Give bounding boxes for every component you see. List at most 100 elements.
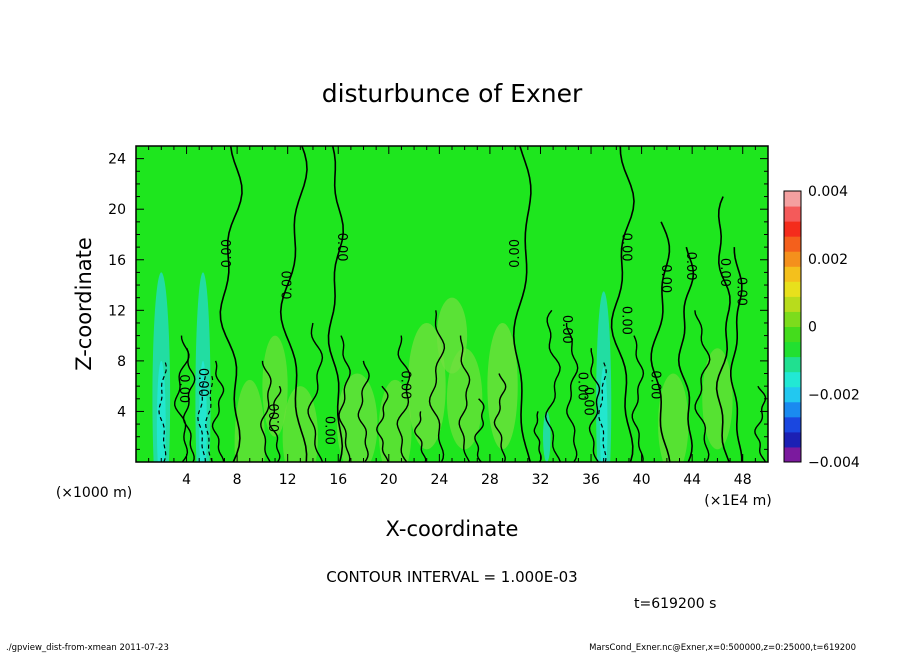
colorbar-swatch — [784, 311, 801, 327]
contour-interval: CONTOUR INTERVAL = 1.000E-03 — [326, 568, 577, 586]
contour-line — [279, 146, 308, 462]
field-patch — [336, 373, 378, 462]
contour-label: 0.00 — [581, 387, 596, 416]
colorbar-frame — [783, 190, 802, 463]
contour-label: 0.00 — [559, 315, 574, 344]
contour-line-short — [474, 398, 485, 462]
contour-label: 0.00 — [220, 239, 235, 268]
x-tick-label: 44 — [683, 472, 701, 488]
contour-line-short — [631, 335, 645, 462]
contour-line — [327, 146, 345, 462]
field-patch — [234, 379, 265, 462]
footer-left: ./gpview_dist-from-xmean 2011-07-23 — [6, 643, 169, 653]
contour-line-short — [544, 309, 562, 462]
x-tick-label: 12 — [279, 472, 297, 488]
contour-line-short — [458, 335, 471, 462]
contour-labels: 0.000.000.00 0.00 0.000.00 0.00 0.000.000.00… — [176, 233, 749, 445]
y-tick-label: 24 — [108, 152, 126, 168]
contour-line-negative — [598, 360, 607, 462]
contour-line-short — [260, 360, 272, 462]
colorbar-swatch — [784, 236, 801, 252]
contour-label: 0.00 — [397, 370, 412, 399]
field-blob — [156, 360, 166, 462]
field-blob — [199, 360, 207, 462]
field-patch — [658, 373, 689, 462]
contour-label: 0.00 — [322, 416, 337, 445]
colorbar-tick-label: −0.002 — [808, 387, 860, 403]
chart-title: disturbunce of Exner — [322, 79, 583, 108]
colorbar-swatch — [784, 251, 801, 267]
colorbar-swatch — [784, 281, 801, 297]
contour-line — [730, 247, 743, 462]
x-tick-label: 40 — [633, 472, 651, 488]
colorbar-swatch — [784, 431, 801, 448]
colorbar — [784, 191, 801, 463]
contour-label: 0.00 — [658, 264, 673, 293]
contour-line-negative — [205, 373, 214, 462]
colorbar-swatch — [784, 221, 801, 237]
y-axis-ticks: 4 8 12 16 20 24 — [108, 152, 768, 450]
contour-line-short — [493, 373, 507, 462]
contour-line — [715, 196, 731, 462]
colorbar-ticks: 0.004 0.002 0 −0.002 −0.004 — [808, 184, 860, 471]
contour-line-short — [338, 335, 351, 462]
colorbar-swatch — [784, 416, 801, 433]
contour-line-short — [533, 411, 542, 462]
contour-label: 0.00 — [734, 277, 749, 306]
contour-line — [219, 146, 243, 462]
colorbar-swatch — [784, 446, 801, 463]
field-layers — [152, 272, 733, 462]
colorbar-tick-label: 0 — [808, 320, 817, 336]
contour-line — [650, 221, 671, 462]
x-tick-label: 4 — [182, 472, 191, 488]
colorbar-tick-label: 0.002 — [808, 252, 848, 268]
contour-line-short — [396, 335, 411, 462]
colorbar-swatch — [784, 371, 801, 388]
time-label: t=619200 s — [634, 596, 716, 612]
colorbar-swatch — [784, 341, 801, 358]
colorbar-tick-label: 0.004 — [808, 184, 848, 200]
contour-label: 0.00 — [176, 374, 191, 403]
contour-lines — [158, 146, 767, 462]
contour-label: 0.00 — [195, 368, 210, 397]
y-tick-label: 20 — [108, 202, 126, 218]
x-tick-label: 8 — [233, 472, 242, 488]
contour-line-negative — [197, 373, 206, 462]
contour-line-short — [268, 385, 282, 462]
contour-line — [610, 146, 635, 462]
contour-label: 0.00 — [268, 403, 283, 432]
contour-line — [512, 146, 532, 462]
field-patch — [262, 335, 288, 437]
x-tick-label: 36 — [582, 472, 600, 488]
x-tick-label: 24 — [430, 472, 448, 488]
colorbar-tick-label: −0.004 — [808, 455, 860, 471]
colorbar-swatch — [784, 386, 801, 403]
contour-label: 0.00 — [574, 372, 589, 401]
y-tick-label: 16 — [108, 253, 126, 269]
contour-line-short — [307, 322, 324, 462]
y-tick-label: 4 — [117, 404, 126, 420]
field-patch — [702, 348, 733, 450]
contour-label: 0.00 — [619, 233, 634, 262]
x-unit-label: (×1E4 m) — [704, 493, 771, 509]
y-unit-label: (×1000 m) — [56, 485, 132, 501]
colorbar-swatch — [784, 356, 801, 373]
y-tick-label: 12 — [108, 303, 126, 319]
contour-line-short — [428, 310, 446, 462]
field-patch — [487, 322, 518, 450]
contour-line-short — [414, 411, 427, 462]
colorbar-swatch — [784, 206, 801, 222]
colorbar-swatch — [784, 296, 801, 312]
contour-line — [677, 246, 695, 462]
x-tick-label: 16 — [329, 472, 347, 488]
contour-label: 0.00 — [717, 258, 732, 287]
contour-label: 0.00 — [281, 271, 296, 300]
colorbar-swatch — [784, 401, 801, 418]
contour-line-negative — [158, 360, 167, 462]
x-axis-ticks: 4 8 12 16 20 24 28 32 36 40 44 48 — [148, 146, 756, 488]
field-patch — [436, 297, 468, 374]
x-tick-label: 28 — [481, 472, 499, 488]
contour-label: 0.00 — [619, 306, 634, 335]
field-patch — [407, 322, 446, 450]
